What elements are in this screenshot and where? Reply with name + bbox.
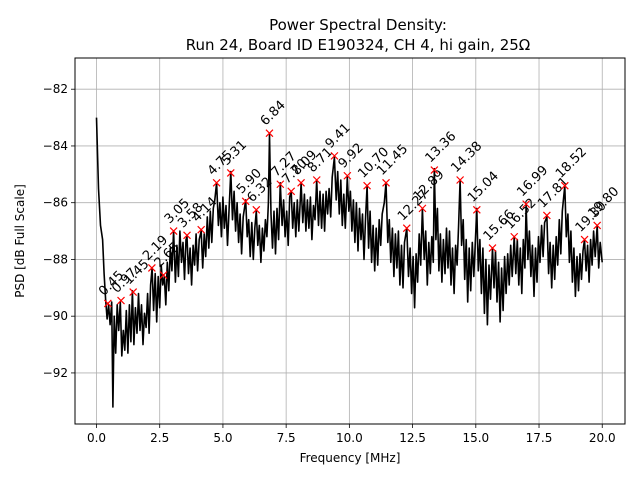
peak-marker	[593, 221, 602, 230]
peak-marker	[430, 166, 439, 174]
y-tick-label: −88	[43, 252, 68, 266]
peak-marker	[147, 264, 156, 272]
y-tick-label: −90	[43, 309, 68, 323]
peak-marker	[542, 211, 551, 220]
peak-marker	[510, 232, 519, 241]
peak-marker	[241, 197, 250, 206]
y-tick-label: −86	[43, 196, 68, 210]
x-tick-label: 0.0	[87, 431, 106, 445]
x-tick-label: 7.5	[277, 431, 296, 445]
peak-marker	[382, 178, 390, 187]
y-tick-label: −84	[43, 139, 68, 153]
x-tick-label: 5.0	[213, 431, 232, 445]
y-tick-label: −82	[43, 82, 68, 96]
grid-lines	[75, 58, 625, 424]
x-tick-label: 15.0	[462, 431, 489, 445]
chart-title-line1: Power Spectral Density:	[269, 16, 447, 34]
peak-marker	[183, 231, 191, 240]
peak-marker	[252, 205, 261, 214]
peak-marker	[418, 204, 427, 213]
peak-marker	[402, 224, 411, 233]
chart-title-line2: Run 24, Board ID E190324, CH 4, hi gain,…	[186, 36, 531, 54]
axes-frame	[74, 57, 626, 425]
peak-marker	[117, 296, 125, 305]
peak-marker	[276, 180, 285, 189]
peak-marker	[287, 187, 296, 196]
peak-marker	[212, 178, 221, 187]
y-axis: −92 −90 −88 −86 −84 −82	[43, 82, 75, 380]
peak-marker	[560, 181, 569, 190]
peak-marker	[226, 168, 235, 177]
peak-marker	[343, 171, 352, 180]
peak-marker	[522, 200, 531, 209]
peak-marker	[312, 176, 321, 184]
x-tick-label: 12.5	[399, 431, 426, 445]
peak-marker	[363, 181, 371, 190]
x-tick-label: 2.5	[150, 431, 169, 445]
x-tick-label: 20.0	[589, 431, 616, 445]
peak-marker	[197, 225, 206, 234]
x-axis: 0.0 2.5 5.0 7.5 10.0 12.5 15.0 17.5 20.0	[87, 424, 616, 445]
y-tick-label: −92	[43, 366, 68, 380]
x-axis-label: Frequency [MHz]	[300, 451, 401, 465]
peak-marker	[265, 129, 274, 138]
y-axis-label: PSD [dB Full Scale]	[13, 184, 27, 298]
peak-marker	[159, 271, 168, 279]
peak-marker	[129, 288, 138, 296]
peak-marker	[456, 176, 465, 184]
peak-marker	[169, 227, 178, 235]
peak-marker	[103, 299, 112, 308]
peak-marker	[580, 235, 589, 244]
peak-marker	[472, 205, 481, 214]
peak-marker	[297, 178, 305, 187]
x-tick-label: 10.0	[336, 431, 363, 445]
x-tick-label: 17.5	[526, 431, 553, 445]
peak-marker	[330, 151, 339, 160]
peak-marker	[488, 244, 497, 253]
